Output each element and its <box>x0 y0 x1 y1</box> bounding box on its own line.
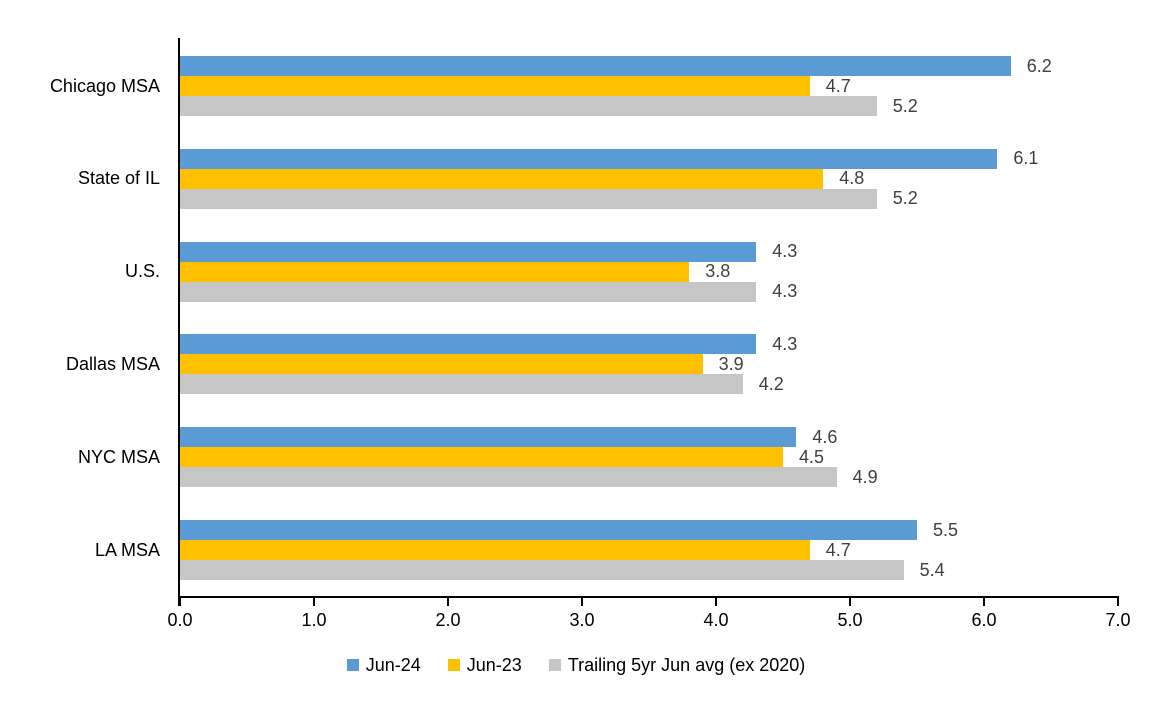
legend-item-jun-24: Jun-24 <box>346 654 421 676</box>
legend-swatch-jun-24 <box>346 659 359 671</box>
bar-jun-23 <box>180 261 690 282</box>
legend-label: Trailing 5yr Jun avg (ex 2020) <box>567 654 806 675</box>
value-label: 5.2 <box>892 188 918 209</box>
value-label: 4.5 <box>799 446 825 467</box>
value-label: 4.3 <box>772 281 798 302</box>
value-label: 4.3 <box>772 333 798 354</box>
value-label: 3.8 <box>705 261 731 282</box>
bar-trailing-5yr-jun-avg-ex-2020 <box>180 96 877 116</box>
y-axis-line <box>178 38 180 606</box>
value-label: 3.9 <box>718 353 744 374</box>
legend-label: Jun-24 <box>365 654 421 675</box>
bar-jun-24 <box>180 520 917 540</box>
value-label: 4.7 <box>825 539 851 560</box>
bar-jun-24 <box>180 241 757 262</box>
value-label: 6.2 <box>1026 55 1052 76</box>
x-axis-tick <box>179 596 181 606</box>
x-axis-tick <box>313 596 315 606</box>
x-axis-tick <box>849 596 851 606</box>
bar-jun-23 <box>180 76 810 96</box>
x-axis-tick-label: 3.0 <box>569 610 595 630</box>
bar-jun-23 <box>180 168 824 189</box>
bar-jun-24 <box>180 56 1011 76</box>
category-label: NYC MSA <box>77 446 160 467</box>
x-axis-line <box>178 596 1118 598</box>
value-label: 5.2 <box>892 95 918 116</box>
category-label: LA MSA <box>94 539 160 560</box>
x-axis-tick-label: 2.0 <box>435 610 461 630</box>
bar-trailing-5yr-jun-avg-ex-2020 <box>180 281 757 302</box>
x-axis-tick-label: 7.0 <box>1105 610 1131 630</box>
bar-trailing-5yr-jun-avg-ex-2020 <box>180 467 837 488</box>
x-axis-tick-label: 5.0 <box>837 610 863 630</box>
category-label: U.S. <box>124 261 160 282</box>
bar-jun-24 <box>180 427 797 448</box>
value-label: 4.2 <box>758 373 784 394</box>
x-axis-tick-label: 4.0 <box>703 610 729 630</box>
x-axis-tick-label: 6.0 <box>971 610 997 630</box>
value-label: 6.1 <box>1013 148 1039 169</box>
x-axis-tick <box>983 596 985 606</box>
category-label: Dallas MSA <box>65 353 160 374</box>
x-axis-tick <box>715 596 717 606</box>
x-axis-tick <box>581 596 583 606</box>
bar-trailing-5yr-jun-avg-ex-2020 <box>180 188 877 209</box>
bar-trailing-5yr-jun-avg-ex-2020 <box>180 560 904 580</box>
legend-swatch-jun-23 <box>447 659 460 671</box>
bar-jun-24 <box>180 334 757 355</box>
bar-jun-23 <box>180 354 703 375</box>
legend-swatch-trailing-5yr-jun-avg-ex-2020 <box>548 659 561 671</box>
value-label: 4.9 <box>852 466 878 487</box>
value-label: 5.5 <box>933 519 959 540</box>
x-axis-tick-label: 0.0 <box>167 610 193 630</box>
legend-label: Jun-23 <box>466 654 522 675</box>
value-label: 4.7 <box>825 75 851 96</box>
legend-item-trailing-5yr-jun-avg-ex-2020: Trailing 5yr Jun avg (ex 2020) <box>548 654 806 676</box>
legend: Jun-24 Jun-23 Trailing 5yr Jun avg (ex 202… <box>0 651 1152 679</box>
x-axis-tick <box>447 596 449 606</box>
legend-item-jun-23: Jun-23 <box>447 654 522 676</box>
x-axis-tick-label: 1.0 <box>301 610 327 630</box>
value-label: 4.3 <box>772 241 798 262</box>
value-label: 4.6 <box>812 426 838 447</box>
category-label: Chicago MSA <box>49 75 160 96</box>
category-label: State of IL <box>77 168 160 189</box>
value-label: 4.8 <box>839 168 865 189</box>
bar-jun-23 <box>180 447 783 468</box>
bar-jun-24 <box>180 148 998 169</box>
x-axis-tick <box>1117 596 1119 606</box>
value-label: 5.4 <box>919 559 945 580</box>
bar-trailing-5yr-jun-avg-ex-2020 <box>180 374 743 395</box>
bar-jun-23 <box>180 540 810 560</box>
